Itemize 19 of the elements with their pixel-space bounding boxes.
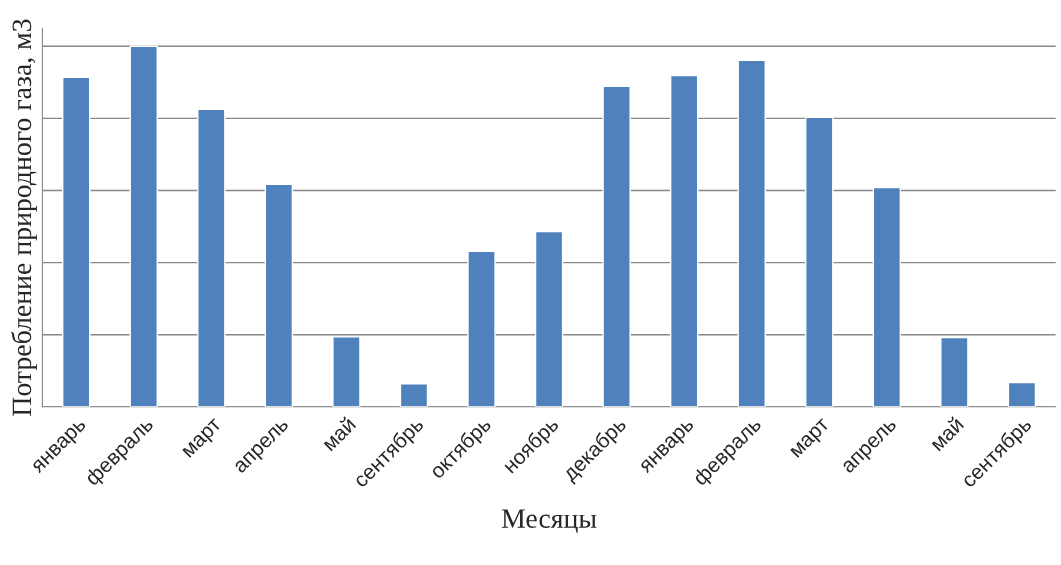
bar	[805, 116, 834, 407]
bar	[669, 74, 699, 407]
bar	[264, 183, 294, 407]
bar	[62, 76, 91, 407]
bar	[872, 186, 902, 407]
bar	[399, 383, 429, 407]
bar	[602, 85, 631, 407]
y-axis-title: Потребление природного газа, м3	[11, 19, 37, 416]
x-axis-title: Месяцы	[501, 509, 597, 534]
x-tick-label: май	[320, 415, 357, 452]
bar	[197, 108, 226, 407]
bar	[332, 336, 361, 407]
bar	[534, 230, 564, 407]
bar	[1007, 381, 1037, 407]
bar	[940, 336, 969, 407]
bar	[737, 59, 766, 407]
bar	[129, 45, 158, 407]
x-tick-label: май	[928, 415, 965, 452]
bar	[467, 250, 496, 407]
